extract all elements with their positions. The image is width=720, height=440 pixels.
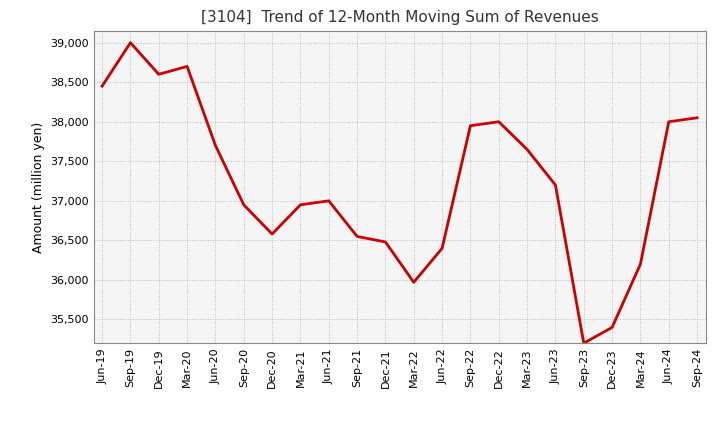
- Y-axis label: Amount (million yen): Amount (million yen): [32, 121, 45, 253]
- Title: [3104]  Trend of 12-Month Moving Sum of Revenues: [3104] Trend of 12-Month Moving Sum of R…: [201, 11, 598, 26]
